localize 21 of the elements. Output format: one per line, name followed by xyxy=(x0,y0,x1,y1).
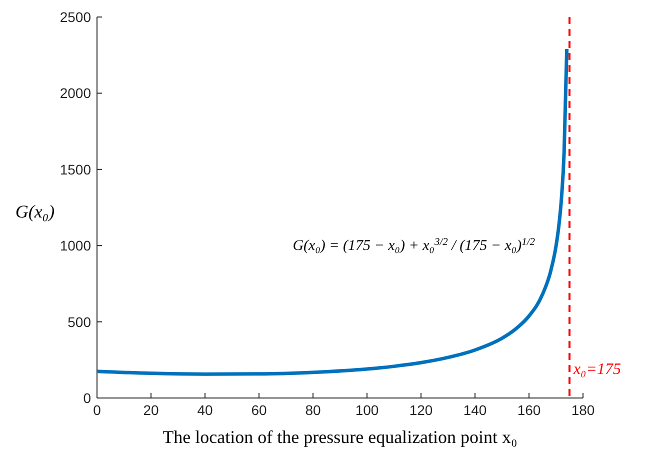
y-tick-label: 2500 xyxy=(60,9,92,25)
y-tick-label: 1000 xyxy=(60,238,92,254)
y-tick-label: 0 xyxy=(83,390,92,406)
x-tick-label: 80 xyxy=(305,402,321,418)
y-axis-title: G(x₀) xyxy=(15,202,55,222)
x-tick-label: 160 xyxy=(517,402,541,418)
y-tick-label: 1500 xyxy=(60,161,92,178)
y-tick-label: 2000 xyxy=(60,85,92,102)
ref-line-label: x₀=175 xyxy=(572,361,621,378)
x-tick-label: 100 xyxy=(355,402,379,418)
x-tick-label: 0 xyxy=(93,402,102,418)
x-tick-label: 140 xyxy=(463,402,487,418)
x-tick-label: 40 xyxy=(197,402,213,418)
line-series xyxy=(95,47,569,376)
x-tick-label: 120 xyxy=(409,402,433,418)
x-tick-label: 180 xyxy=(571,402,595,418)
x-tick-label: 20 xyxy=(143,402,159,418)
x-axis-title: The location of the pressure equalization point x₀ xyxy=(162,427,518,447)
x-tick-label: 60 xyxy=(251,402,267,418)
annotation: G(x₀) = (175 − x₀) + x₀$^{3/2}$ / (175 − x₀)$^{1/2}$ xyxy=(292,236,536,254)
y-tick-label: 500 xyxy=(68,314,92,330)
